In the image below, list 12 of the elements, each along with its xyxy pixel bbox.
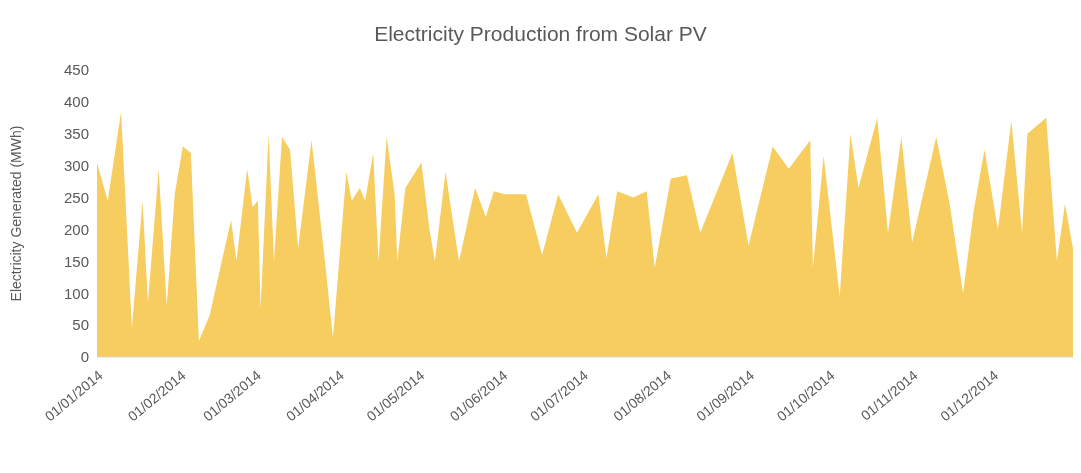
y-tick-label: 50	[72, 316, 89, 334]
y-tick-label: 300	[63, 156, 89, 174]
y-tick-label: 250	[63, 188, 89, 206]
y-tick-label: 450	[63, 61, 89, 79]
y-tick-label: 350	[63, 125, 89, 143]
y-tick-label: 100	[63, 284, 89, 302]
y-tick-label: 400	[63, 93, 89, 111]
y-tick-label: 150	[63, 252, 89, 270]
chart-title: Electricity Production from Solar PV	[373, 21, 708, 47]
y-tick-label: 200	[63, 220, 89, 238]
y-axis-title: Electricity Generated (MWh)	[7, 125, 24, 302]
y-tick-label: 0	[80, 348, 89, 366]
